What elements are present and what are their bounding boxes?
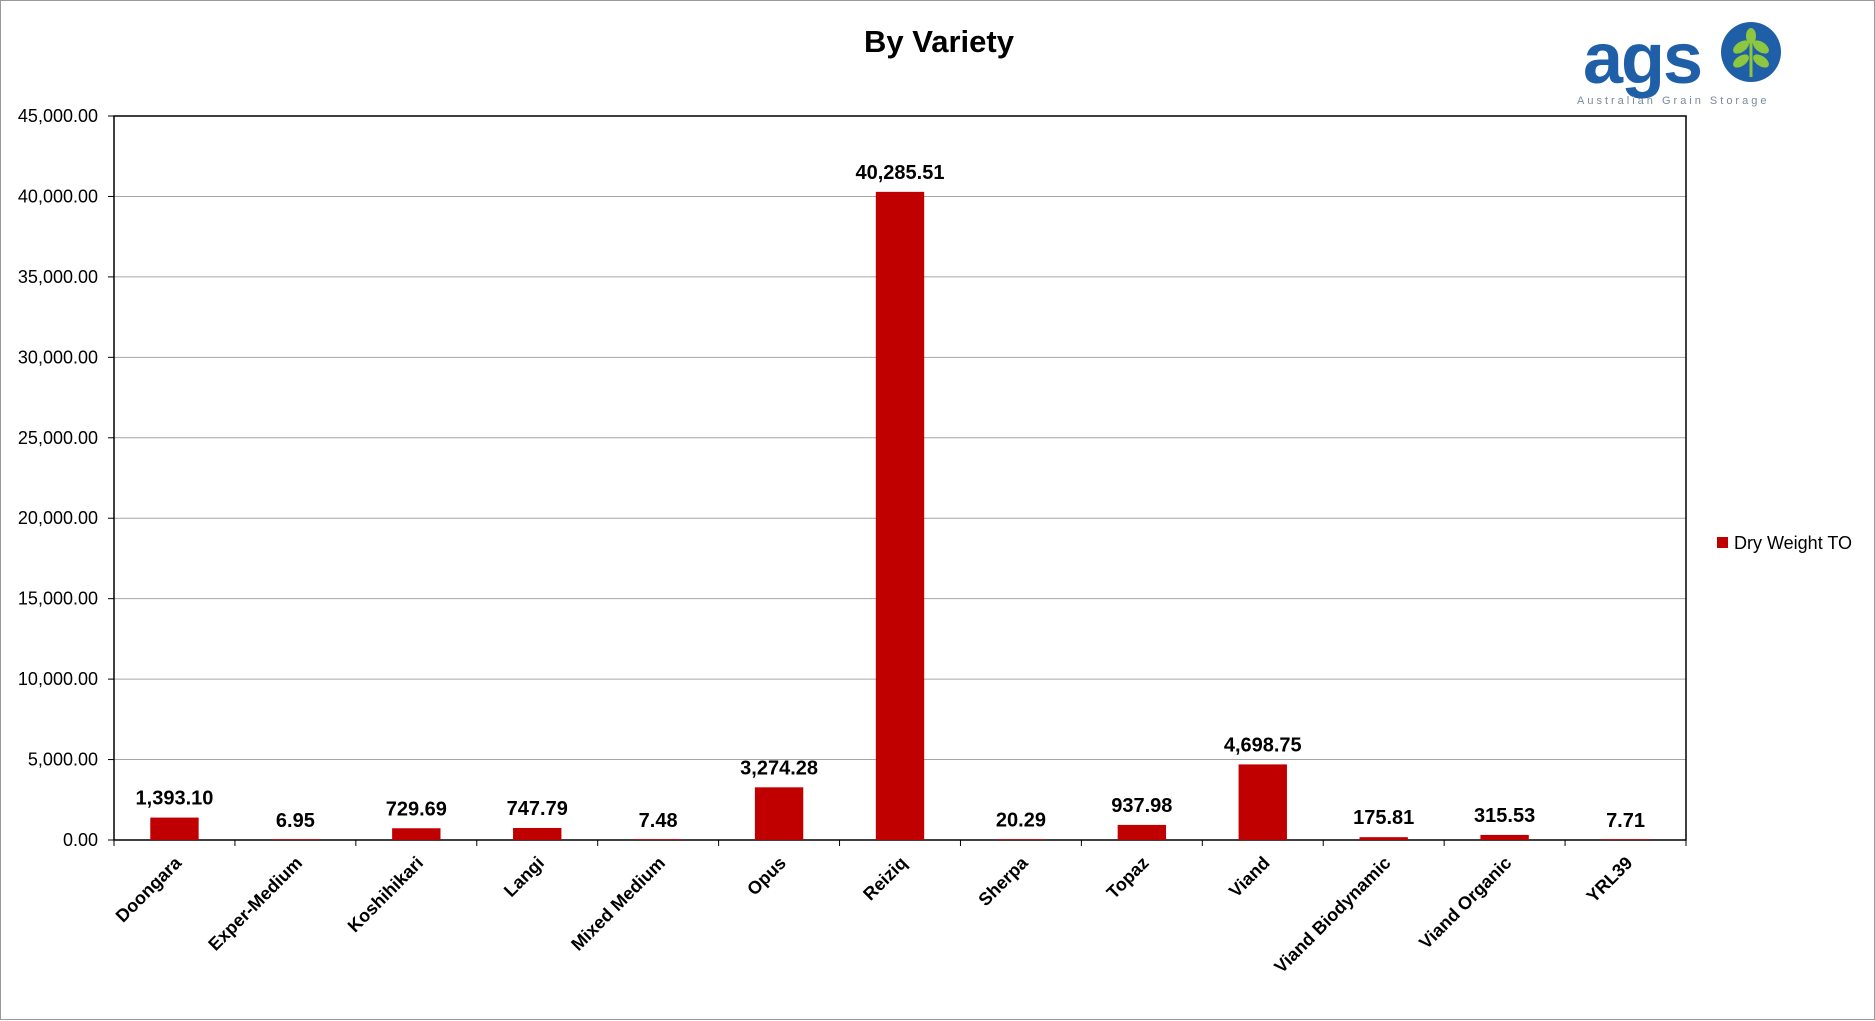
data-label: 747.79 — [507, 798, 568, 820]
bar — [996, 839, 1046, 840]
bar — [150, 817, 199, 840]
category-label: Exper-Medium — [204, 853, 306, 955]
category-label: YRL39 — [1583, 853, 1637, 907]
data-label: 20.29 — [996, 810, 1046, 832]
y-tick-label: 20,000.00 — [18, 508, 98, 528]
y-tick-label: 45,000.00 — [18, 106, 98, 126]
bars — [150, 191, 1650, 841]
bar — [1359, 837, 1408, 840]
category-label: Doongara — [112, 852, 186, 926]
bar — [754, 787, 804, 840]
legend: Dry Weight TO — [1717, 533, 1852, 553]
bar — [1117, 824, 1167, 840]
data-label: 40,285.51 — [856, 162, 945, 184]
y-tick-label: 40,000.00 — [18, 186, 98, 206]
category-label: Reiziq — [859, 853, 911, 905]
chart-title: By Variety — [864, 24, 1015, 59]
data-label: 175.81 — [1353, 807, 1414, 829]
category-label: Sherpa — [974, 852, 1032, 910]
bar — [875, 191, 925, 841]
y-tick-label: 30,000.00 — [18, 347, 98, 367]
bar — [271, 839, 320, 840]
data-label: 7.71 — [1606, 810, 1645, 832]
data-label: 3,274.28 — [740, 757, 818, 779]
legend-swatch — [1717, 537, 1728, 548]
x-axis-tick-marks — [113, 840, 1687, 846]
category-label: Viand Organic — [1415, 853, 1515, 953]
y-axis-ticks: 0.00 5,000.00 10,000.00 15,000.00 20,000.00 2… — [18, 106, 114, 850]
data-label: 937.98 — [1111, 795, 1172, 817]
ags-logo: ags Australian Grain Storage — [1577, 19, 1781, 107]
category-label: Topaz — [1103, 853, 1153, 903]
data-label: 729.69 — [386, 798, 447, 820]
category-label: Koshihikari — [344, 853, 427, 936]
bar — [633, 839, 683, 840]
logo-wordmark: ags — [1583, 19, 1701, 99]
y-tick-label: 10,000.00 — [18, 669, 98, 689]
data-label: 1,393.10 — [136, 788, 214, 810]
logo-tagline: Australian Grain Storage — [1577, 95, 1769, 107]
bar — [1238, 764, 1287, 840]
y-tick-label: 35,000.00 — [18, 267, 98, 287]
y-tick-label: 0.00 — [63, 830, 98, 850]
category-label: Mixed Medium — [567, 853, 669, 955]
y-tick-label: 25,000.00 — [18, 428, 98, 448]
category-label: Viand Biodynamic — [1270, 853, 1394, 977]
bar — [392, 828, 441, 840]
data-labels: 1,393.10 6.95 729.69 747.79 7.48 3,274.28 40,2… — [136, 162, 1645, 832]
data-label: 315.53 — [1474, 805, 1535, 827]
y-tick-label: 5,000.00 — [28, 750, 98, 770]
category-label: Opus — [743, 853, 790, 900]
bar — [513, 827, 562, 840]
legend-label: Dry Weight TO — [1734, 533, 1852, 553]
x-axis-category-labels: Doongara Exper-Medium Koshihikari Langi Mixe… — [112, 852, 1637, 977]
leaf-emblem-icon — [1721, 22, 1781, 82]
category-label: Langi — [500, 853, 548, 901]
y-tick-label: 15,000.00 — [18, 589, 98, 609]
category-label: Viand — [1225, 853, 1274, 902]
bar — [1480, 834, 1529, 840]
data-label: 7.48 — [639, 810, 678, 832]
bar — [1601, 839, 1650, 840]
data-label: 4,698.75 — [1224, 734, 1302, 756]
data-label: 6.95 — [276, 810, 315, 832]
